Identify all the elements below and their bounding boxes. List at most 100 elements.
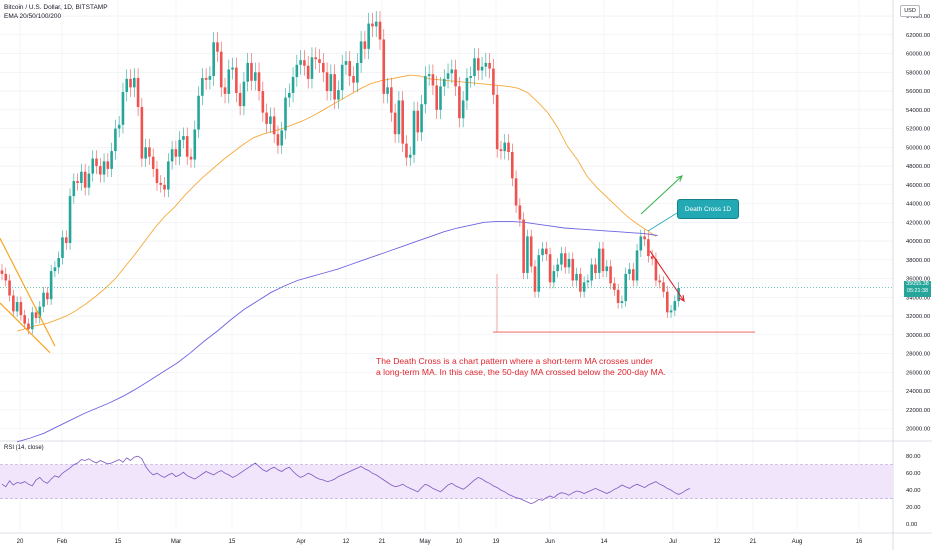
candle-body <box>480 66 484 71</box>
candle-body <box>159 182 163 185</box>
time-axis[interactable]: 20 Feb 15 Mar 15 Apr 12 21 May 10 19 Jun 14 Jul 12 21 Au… <box>17 539 863 545</box>
candle-body <box>469 76 473 78</box>
y-tick-label: 28000.00 <box>906 352 930 358</box>
rsi-legend[interactable]: RSI (14, close) <box>4 445 44 451</box>
candle-body <box>427 74 431 77</box>
rsi-line <box>1 455 691 505</box>
candle-body <box>133 77 136 88</box>
x-tick-label: Feb <box>57 539 68 545</box>
bullish-arrow <box>640 175 683 215</box>
arrow-shaft <box>649 250 685 302</box>
y-tick-label: 42000.00 <box>906 220 930 226</box>
candle-body <box>503 142 507 152</box>
candle-body <box>382 39 386 94</box>
x-tick-label: Jul <box>669 539 677 545</box>
currency-badge[interactable]: USD <box>900 5 920 17</box>
candle-body <box>439 86 442 110</box>
annotation-line-1: The Death Cross is a chart pattern where… <box>376 356 654 366</box>
candle-body <box>635 250 639 281</box>
y-tick-label: 26000.00 <box>906 370 930 376</box>
candle-body <box>548 254 552 283</box>
candle-body <box>49 271 53 300</box>
candle-body <box>665 291 669 313</box>
candle-body <box>650 256 654 259</box>
candle-body <box>356 62 359 83</box>
candle-body <box>197 95 200 130</box>
price-axis[interactable]: 20000.00 22000.00 24000.00 26000.00 28000.00… <box>906 14 930 433</box>
x-tick-label: Jun <box>545 539 555 545</box>
candle-body <box>204 77 208 80</box>
candle-body <box>15 302 19 312</box>
candle-body <box>27 323 30 330</box>
candle-body <box>367 23 370 49</box>
candle-body <box>545 248 548 255</box>
candle-body <box>178 139 181 157</box>
channel-line-lower <box>0 302 51 354</box>
candle-body <box>223 87 227 94</box>
candle-body <box>631 269 635 281</box>
y-tick-label: 30000.00 <box>906 333 930 339</box>
x-tick-label: 12 <box>714 539 721 545</box>
arrow-head <box>676 175 683 182</box>
candle-body <box>231 67 234 70</box>
y-tick-label: 36000.00 <box>906 277 930 283</box>
bar-countdown: 05:21:38 <box>907 288 928 294</box>
candle-body <box>167 161 170 190</box>
candle-body <box>235 67 238 93</box>
candle-body <box>639 236 643 251</box>
candle-body <box>393 112 397 135</box>
moving-averages <box>16 74 658 443</box>
candle-body <box>46 292 49 300</box>
candle-body <box>216 42 219 52</box>
candle-body <box>72 181 76 197</box>
candle-body <box>507 142 510 153</box>
candle-body <box>352 76 355 83</box>
y-tick-label: 20000.00 <box>906 427 930 433</box>
rsi-series <box>1 455 691 505</box>
candle-body <box>80 171 83 183</box>
candle-body <box>189 156 193 160</box>
candle-body <box>125 78 129 93</box>
last-price-tag: 35055.38 05:21:38 <box>904 281 931 297</box>
candle-body <box>303 60 306 66</box>
candle-body <box>144 147 147 159</box>
symbol-legend[interactable]: Bitcoin / U.S. Dollar, 1D, BITSTAMP <box>4 4 108 11</box>
candle-body <box>314 57 318 60</box>
rsi-tick-label: 20.00 <box>906 505 921 511</box>
candle-body <box>102 161 106 175</box>
candle-body <box>284 97 287 131</box>
candle-body <box>238 92 242 107</box>
candle-body <box>12 295 15 312</box>
y-tick-label: 22000.00 <box>906 408 930 414</box>
candle-body <box>0 270 4 274</box>
candle-body <box>582 282 586 292</box>
candle-body <box>590 264 593 281</box>
x-tick-label: 16 <box>856 539 863 545</box>
candle-body <box>412 110 416 155</box>
y-tick-label: 44000.00 <box>906 202 930 208</box>
candle-body <box>616 289 620 303</box>
rsi-tick-label: 40.00 <box>906 488 921 494</box>
x-tick-label: 14 <box>601 539 608 545</box>
candle-body <box>420 104 423 133</box>
arrow-shaft <box>640 175 683 215</box>
candle-body <box>68 196 72 243</box>
candle-body <box>276 134 280 146</box>
candle-body <box>91 158 95 174</box>
y-tick-label: 32000.00 <box>906 314 930 320</box>
candle-body <box>140 107 144 159</box>
candle-body <box>121 92 125 125</box>
candle-body <box>344 61 348 65</box>
ema-legend[interactable]: EMA 20/50/100/200 <box>4 13 62 20</box>
y-tick-label: 48000.00 <box>906 164 930 170</box>
candle-body <box>53 267 57 272</box>
candle-body <box>458 86 461 119</box>
rsi-band <box>0 464 893 499</box>
candle-body <box>34 312 38 318</box>
candle-body <box>310 57 314 79</box>
candle-body <box>337 90 340 100</box>
candle-body <box>533 266 537 292</box>
candle-body <box>586 280 590 283</box>
candle-body <box>227 69 231 94</box>
